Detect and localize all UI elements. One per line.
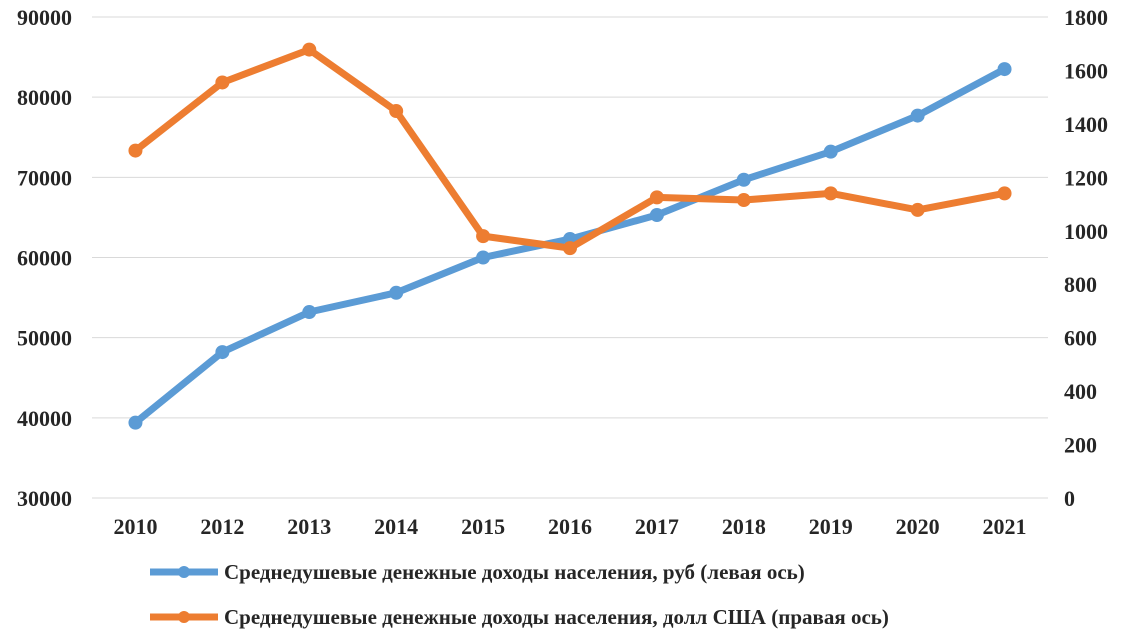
left-axis-tick-label: 80000 xyxy=(17,85,72,110)
right-axis-tick-label: 1000 xyxy=(1064,219,1108,244)
legend-item-series-2: Среднедушевые денежные доходы населения,… xyxy=(150,605,889,629)
gridlines xyxy=(92,16,1048,499)
right-axis-tick-label: 400 xyxy=(1064,379,1097,404)
right-axis-tick-label: 600 xyxy=(1064,326,1097,351)
x-axis-tick-label: 2021 xyxy=(983,514,1027,539)
data-point xyxy=(215,75,230,90)
left-axis-ticks: 30000 40000 50000 60000 70000 80000 90000 xyxy=(17,5,72,511)
data-point xyxy=(823,144,838,159)
data-point xyxy=(302,305,317,320)
right-axis-tick-label: 1600 xyxy=(1064,58,1108,83)
x-axis-tick-label: 2012 xyxy=(200,514,244,539)
right-axis-tick-label: 200 xyxy=(1064,433,1097,458)
data-point xyxy=(215,345,230,360)
left-axis-tick-label: 90000 xyxy=(17,5,72,30)
legend-label-series-1: Среднедушевые денежные доходы населения,… xyxy=(224,560,805,584)
legend-item-series-1: Среднедушевые денежные доходы населения,… xyxy=(150,560,805,584)
right-axis-tick-label: 1200 xyxy=(1064,165,1108,190)
data-point xyxy=(389,104,404,119)
data-point xyxy=(910,108,925,123)
x-axis-tick-label: 2017 xyxy=(635,514,679,539)
data-point xyxy=(476,250,491,265)
x-axis-tick-label: 2010 xyxy=(113,514,157,539)
right-axis-tick-label: 1800 xyxy=(1064,5,1108,30)
data-point xyxy=(128,415,143,430)
x-axis-tick-label: 2019 xyxy=(809,514,853,539)
left-axis-tick-label: 30000 xyxy=(17,486,72,511)
legend-marker-series-2 xyxy=(178,611,190,623)
series-lines xyxy=(128,42,1012,430)
data-point xyxy=(563,241,577,256)
data-point xyxy=(823,186,838,201)
data-point xyxy=(302,42,317,57)
data-point xyxy=(649,190,664,205)
data-point xyxy=(997,62,1012,77)
right-axis-tick-label: 0 xyxy=(1064,486,1075,511)
left-axis-tick-label: 70000 xyxy=(17,165,72,190)
right-axis-ticks: 0 200 400 600 800 1000 1200 1400 1600 1800 xyxy=(1064,5,1108,511)
data-point xyxy=(910,202,925,217)
x-axis-tick-label: 2020 xyxy=(896,514,940,539)
left-axis-tick-label: 60000 xyxy=(17,246,72,271)
x-axis-tick-label: 2015 xyxy=(461,514,505,539)
legend-label-series-2: Среднедушевые денежные доходы населения,… xyxy=(224,605,889,629)
legend-marker-series-1 xyxy=(178,566,190,578)
x-axis-tick-label: 2016 xyxy=(548,514,592,539)
data-point xyxy=(649,208,664,223)
x-axis-tick-label: 2018 xyxy=(722,514,766,539)
right-axis-tick-label: 1400 xyxy=(1064,112,1108,137)
legend: Среднедушевые денежные доходы населения,… xyxy=(150,560,889,629)
data-point xyxy=(997,186,1012,201)
data-point xyxy=(736,172,751,187)
x-axis-ticks: 2010 2012 2013 2014 2015 2016 2017 2018 2019 2020… xyxy=(113,514,1026,539)
series-line-2 xyxy=(131,46,1009,252)
data-point xyxy=(128,143,143,158)
x-axis-tick-label: 2014 xyxy=(374,514,418,539)
data-point xyxy=(736,193,751,208)
data-point xyxy=(476,229,491,244)
right-axis-tick-label: 800 xyxy=(1064,272,1097,297)
left-axis-tick-label: 50000 xyxy=(17,326,72,351)
x-axis-tick-label: 2013 xyxy=(287,514,331,539)
left-axis-tick-label: 40000 xyxy=(17,406,72,431)
data-point xyxy=(389,285,404,300)
